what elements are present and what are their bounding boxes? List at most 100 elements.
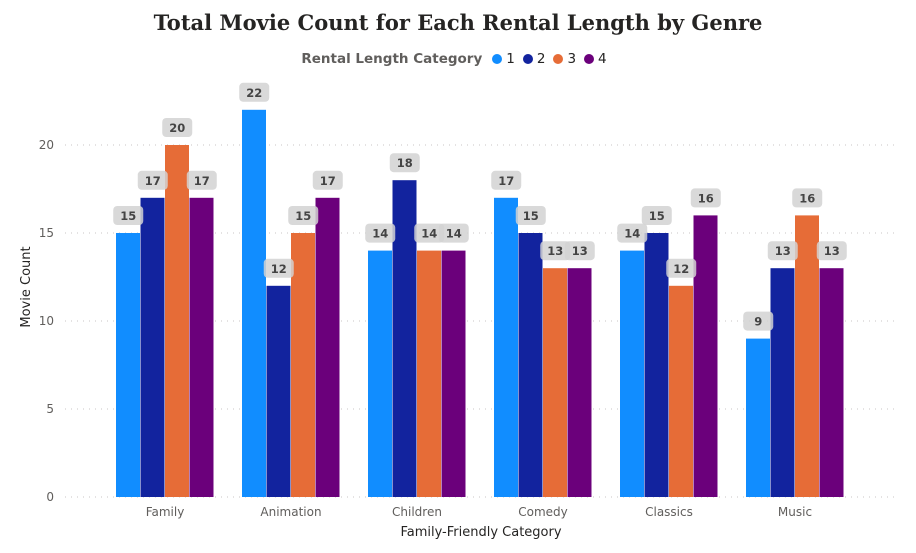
legend: Rental Length Category 1 2 3 4: [0, 51, 916, 67]
data-label-bg: [239, 82, 270, 102]
chart-title: Total Movie Count for Each Rental Length…: [153, 10, 763, 35]
data-label-bg: [767, 241, 798, 261]
data-label: 17: [194, 174, 210, 188]
data-label-bg: [186, 170, 217, 190]
y-tick-label: 0: [46, 490, 54, 504]
data-labels: 15 17 20 17 22 12 15 17 14 18 14 14 17 15 13 13 14 15 12 16…: [113, 82, 847, 331]
bar-music-1[interactable]: [746, 338, 770, 497]
x-axis-label: Family-Friendly Category: [400, 525, 561, 540]
bar-classics-3[interactable]: [669, 285, 693, 497]
bar-music-2[interactable]: [770, 268, 795, 497]
data-label-bg: [491, 170, 522, 190]
data-label: 14: [421, 227, 437, 241]
bar-family-1[interactable]: [116, 233, 140, 497]
legend-item-2[interactable]: 2: [522, 51, 546, 67]
data-label: 17: [320, 174, 336, 188]
data-label: 17: [498, 174, 514, 188]
y-axis-label: Movie Count: [19, 246, 34, 327]
legend-item-3[interactable]: 3: [553, 51, 576, 67]
bar-classics-1[interactable]: [620, 250, 644, 497]
bar-animation-1[interactable]: [242, 109, 266, 498]
data-label: 13: [572, 244, 588, 258]
data-label-bg: [312, 170, 343, 190]
legend-swatch-3: [553, 54, 564, 64]
data-label-bg: [365, 223, 396, 243]
bar-animation-4[interactable]: [315, 197, 340, 498]
data-label: 18: [397, 156, 413, 170]
data-label-bg: [564, 241, 595, 261]
data-label: 16: [698, 191, 714, 205]
data-label-bg: [137, 170, 168, 190]
data-label-bg: [792, 188, 823, 208]
x-tick-label: Animation: [260, 505, 321, 519]
data-label-bg: [641, 206, 672, 225]
bar-classics-4[interactable]: [693, 215, 718, 497]
data-label: 13: [824, 244, 840, 258]
bar-comedy-1[interactable]: [494, 197, 518, 498]
legend-item-4[interactable]: 4: [584, 51, 607, 67]
data-label: 14: [624, 227, 640, 241]
data-label-bg: [389, 153, 420, 173]
data-label: 15: [295, 209, 311, 223]
data-label-bg: [113, 206, 144, 225]
bar-children-3[interactable]: [417, 250, 441, 497]
data-label-bg: [540, 241, 571, 261]
y-tick-label: 10: [39, 314, 54, 328]
data-label-bg: [816, 241, 847, 261]
legend-label-1: 1: [506, 51, 515, 67]
data-label: 14: [372, 227, 388, 241]
legend-swatch-1: [492, 54, 503, 64]
y-tick-label: 20: [39, 138, 54, 152]
data-label-bg: [690, 188, 721, 208]
x-axis-ticks: Family Animation Children Comedy Classics Mus…: [146, 505, 812, 519]
data-label-bg: [666, 258, 697, 278]
data-label-bg: [438, 223, 469, 243]
bar-comedy-4[interactable]: [567, 268, 592, 497]
legend-swatch-2: [522, 54, 533, 64]
legend-label-2: 2: [536, 51, 546, 67]
data-label: 13: [547, 244, 563, 258]
legend-label-3: 3: [567, 51, 577, 67]
data-label-bg: [162, 118, 193, 137]
y-tick-label: 15: [39, 226, 54, 240]
bar-music-3[interactable]: [795, 215, 819, 497]
bars: [116, 109, 844, 498]
bar-music-4[interactable]: [819, 268, 844, 497]
bar-comedy-2[interactable]: [518, 233, 543, 497]
bar-children-4[interactable]: [441, 250, 466, 497]
data-label-bg: [288, 206, 319, 225]
y-tick-label: 5: [46, 402, 54, 416]
data-label: 12: [673, 262, 689, 276]
legend-label-4: 4: [598, 51, 607, 67]
bar-comedy-3[interactable]: [543, 268, 567, 497]
bar-family-3[interactable]: [165, 145, 189, 497]
bar-family-4[interactable]: [189, 197, 214, 498]
x-tick-label: Comedy: [518, 505, 568, 519]
y-axis-ticks: 0 5 10 15 20: [39, 138, 54, 504]
legend-title: Rental Length Category: [301, 51, 483, 67]
x-tick-label: Family: [146, 505, 185, 519]
x-tick-label: Classics: [645, 505, 693, 519]
data-label: 12: [271, 262, 287, 276]
x-tick-label: Music: [778, 505, 812, 519]
data-label: 9: [754, 315, 762, 329]
bar-classics-2[interactable]: [644, 233, 669, 497]
data-label: 22: [246, 86, 262, 100]
legend-item-1[interactable]: 1: [492, 51, 515, 67]
data-label: 20: [169, 121, 185, 135]
data-label-bg: [263, 258, 294, 278]
data-label: 16: [799, 191, 815, 205]
data-label: 15: [523, 209, 539, 223]
data-label-bg: [617, 223, 648, 243]
data-label: 15: [120, 209, 136, 223]
legend-swatch-4: [584, 54, 595, 64]
data-label: 13: [775, 244, 791, 258]
bar-family-2[interactable]: [140, 197, 165, 498]
bar-animation-2[interactable]: [266, 285, 291, 497]
x-tick-label: Children: [392, 505, 442, 519]
bar-animation-3[interactable]: [291, 233, 315, 497]
bar-children-1[interactable]: [368, 250, 392, 497]
data-label: 17: [145, 174, 161, 188]
bar-children-2[interactable]: [392, 180, 417, 497]
